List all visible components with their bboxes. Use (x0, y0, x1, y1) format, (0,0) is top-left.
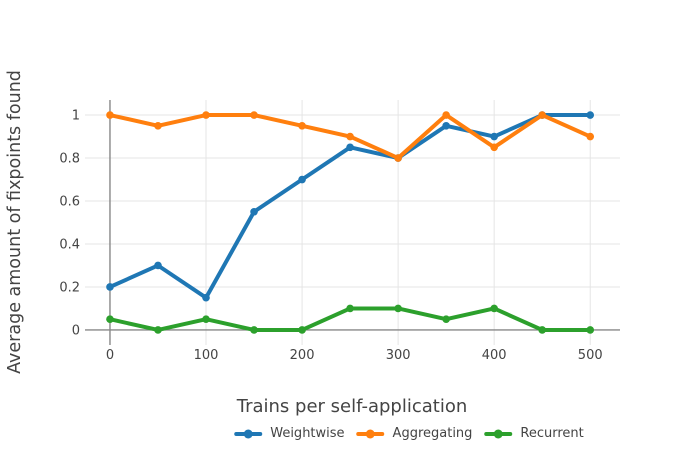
data-point-weightwise (250, 207, 258, 216)
data-point-weightwise (490, 132, 498, 141)
data-point-recurrent (298, 326, 306, 334)
data-point-aggregating (106, 111, 114, 119)
y-axis-title: Average amount of fixpoints found (5, 70, 25, 374)
y-tick-label: 0 (72, 323, 80, 338)
y-tick-label: 0.6 (59, 195, 80, 210)
data-point-recurrent (490, 304, 498, 313)
legend-point-marker-icon (493, 429, 503, 438)
legend-point-marker-icon (366, 429, 376, 438)
x-tick-label: 300 (386, 348, 411, 363)
y-tick-label: 0.4 (59, 237, 80, 252)
data-point-weightwise (298, 175, 306, 184)
x-tick-label: 200 (290, 348, 315, 363)
data-point-aggregating (202, 111, 210, 119)
series-line-weightwise (107, 113, 593, 300)
data-point-aggregating (346, 132, 354, 141)
y-tick-label: 1 (72, 109, 80, 124)
legend-item-recurrent[interactable]: Recurrent (484, 426, 584, 441)
data-point-recurrent (394, 304, 402, 313)
data-point-aggregating (298, 121, 306, 130)
legend-label: Recurrent (520, 426, 584, 441)
x-tick-label: 400 (482, 348, 507, 363)
data-point-recurrent (346, 304, 354, 313)
data-point-recurrent (586, 326, 595, 334)
legend-label: Weightwise (270, 426, 345, 441)
data-point-aggregating (490, 143, 498, 152)
legend-line-marker-icon (356, 429, 385, 438)
data-point-aggregating (586, 132, 595, 141)
data-point-aggregating (442, 111, 450, 119)
data-point-weightwise (586, 111, 595, 119)
data-point-aggregating (394, 154, 402, 162)
data-point-weightwise (106, 283, 114, 291)
x-tick-label: 0 (106, 348, 114, 363)
data-point-weightwise (442, 121, 450, 130)
legend-line-marker-icon (234, 429, 263, 438)
data-point-recurrent (106, 315, 114, 324)
data-point-weightwise (346, 143, 354, 152)
data-point-recurrent (442, 315, 450, 324)
legend-point-marker-icon (243, 429, 253, 438)
data-point-recurrent (202, 315, 210, 324)
y-tick-label: 0.2 (59, 280, 80, 295)
data-point-recurrent (538, 326, 546, 334)
x-axis-title: Trains per self-application (236, 396, 468, 417)
x-tick-label: 500 (578, 348, 603, 363)
x-tick-label: 100 (194, 348, 219, 363)
y-tick-label: 0.8 (59, 152, 80, 167)
legend-label: Aggregating (392, 426, 473, 441)
data-point-weightwise (154, 261, 162, 270)
data-point-aggregating (538, 111, 546, 119)
legend-item-aggregating[interactable]: Aggregating (356, 426, 473, 441)
legend-line-marker-icon (484, 429, 513, 438)
legend-item-weightwise[interactable]: Weightwise (234, 426, 345, 441)
data-point-recurrent (154, 326, 162, 334)
legend: Weightwise Aggregating Recurrent (234, 426, 584, 441)
data-point-weightwise (202, 293, 210, 302)
data-point-aggregating (250, 111, 258, 119)
data-point-aggregating (154, 121, 162, 130)
data-point-recurrent (250, 326, 258, 334)
